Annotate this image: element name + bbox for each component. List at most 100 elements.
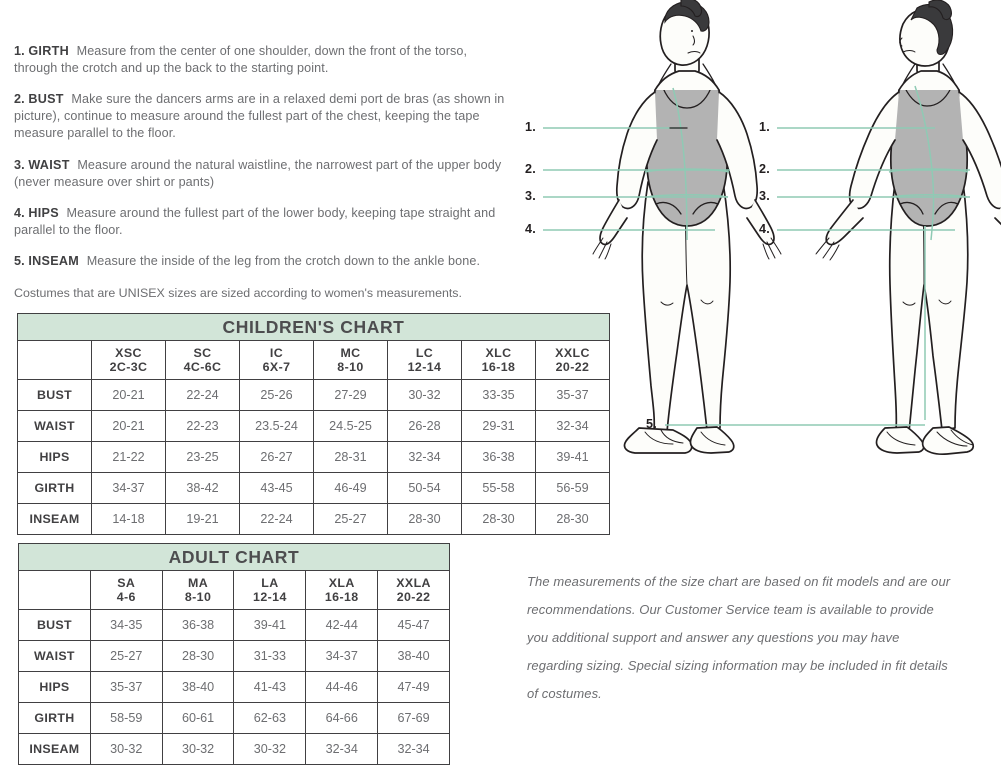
adult-cell-bust-xxla: 45-47 [377, 609, 450, 641]
children-column-header-mc: MC 8-10 [313, 340, 388, 380]
size-code: XXLA [396, 576, 431, 590]
callout-label-front-4: 4. [525, 222, 537, 236]
dancer-figures-illustration: .ol { fill:#fdfdfa; stroke:#231f20; stro… [515, 0, 1001, 470]
adult-row-header-bust: BUST [18, 609, 91, 641]
instruction-text: Measure from the center of one shoulder,… [14, 43, 468, 75]
size-age-range: 16-18 [324, 590, 359, 604]
children-cell-bust-xlc: 33-35 [461, 379, 536, 411]
adult-cell-bust-sa: 34-35 [89, 609, 163, 641]
adult-corner-cell [18, 570, 91, 610]
instruction-number: 4. [14, 206, 29, 221]
children-column-header-xlc: XLC 16-18 [461, 340, 536, 380]
adult-header-row: SA 4-6 MA 8-10 LA 12-14 XLA 16-18 XXLA 20-22 [18, 570, 450, 610]
children-row-header-bust: BUST [17, 379, 92, 411]
adult-row-header-inseam: INSEAM [18, 733, 91, 765]
children-cell-bust-lc: 30-32 [387, 379, 462, 411]
sizing-footnote: The measurements of the size chart are b… [527, 574, 951, 701]
children-cell-bust-sc: 22-24 [165, 379, 240, 411]
instruction-number: 1. [14, 43, 29, 58]
instruction-text: Make sure the dancers arms are in a rela… [14, 92, 505, 141]
size-code: MA [188, 576, 209, 590]
size-age-range: 8-10 [337, 360, 364, 374]
children-column-header-sc: SC 4C-6C [165, 340, 240, 380]
callout-label-front-2: 2. [525, 162, 537, 176]
table-row: INSEAM 30-32 30-32 30-32 32-34 32-34 [18, 733, 450, 765]
adult-cell-hips-xla: 44-46 [305, 671, 379, 703]
size-code: XSC [115, 346, 142, 360]
children-cell-hips-sc: 23-25 [165, 441, 240, 473]
adult-cell-waist-xla: 34-37 [305, 640, 379, 672]
adult-cell-girth-ma: 60-61 [161, 702, 235, 734]
adult-row-header-waist: WAIST [18, 640, 91, 672]
front-callout-lines [543, 127, 730, 231]
children-cell-bust-xsc: 20-21 [91, 379, 166, 411]
size-code: IC [269, 346, 284, 360]
size-code: XXLC [555, 346, 590, 360]
adult-cell-girth-xla: 64-66 [305, 702, 379, 734]
unisex-note: Costumes that are UNISEX sizes are sized… [14, 285, 462, 300]
callout-label-back-3: 3. [759, 189, 771, 203]
callout-label-inseam-5: 5. [646, 417, 658, 431]
size-code: LC [415, 346, 434, 360]
table-row: BUST 20-21 22-24 25-26 27-29 30-32 33-35 35-37 [17, 379, 610, 411]
adult-cell-bust-ma: 36-38 [161, 609, 235, 641]
adult-column-header-xla: XLA 16-18 [305, 570, 379, 610]
adult-cell-hips-ma: 38-40 [161, 671, 235, 703]
adult-cell-girth-sa: 58-59 [89, 702, 163, 734]
children-header-row: XSC 2C-3C SC 4C-6C IC 6X-7 MC 8-10 LC 12-14 XLC 16-… [17, 340, 610, 380]
callout-label-front-3: 3. [525, 189, 537, 203]
instruction-item-5: 5. INSEAM Measure the inside of the leg f… [14, 253, 514, 270]
adult-cell-waist-la: 31-33 [233, 640, 307, 672]
childrens-size-chart: CHILDREN'S CHART XSC 2C-3C SC 4C-6C IC 6X-7 MC 8… [17, 313, 610, 535]
adult-cell-waist-sa: 25-27 [89, 640, 163, 672]
children-cell-girth-xlc: 55-58 [461, 472, 536, 504]
adult-title: ADULT CHART [18, 543, 450, 571]
children-cell-inseam-xxlc: 28-30 [535, 503, 610, 535]
children-cell-girth-sc: 38-42 [165, 472, 240, 504]
adult-cell-inseam-xxla: 32-34 [377, 733, 450, 765]
size-age-range: 4-6 [116, 590, 136, 604]
table-row: BUST 34-35 36-38 39-41 42-44 45-47 [18, 609, 450, 641]
back-view-dancer [815, 0, 1001, 456]
children-cell-hips-xlc: 36-38 [461, 441, 536, 473]
instruction-text: Measure around the natural waistline, th… [14, 157, 502, 189]
adult-row-header-girth: GIRTH [18, 702, 91, 734]
adult-cell-waist-ma: 28-30 [161, 640, 235, 672]
children-cell-girth-xsc: 34-37 [91, 472, 166, 504]
callout-label-front-1: 1. [525, 120, 537, 134]
children-cell-girth-ic: 43-45 [239, 472, 314, 504]
adult-chart-body: ADULT CHART SA 4-6 MA 8-10 LA 12-14 XLA 16-18 XXL… [18, 543, 450, 765]
children-row-header-hips: HIPS [17, 441, 92, 473]
children-row-header-inseam: INSEAM [17, 503, 92, 535]
children-row-header-girth: GIRTH [17, 472, 92, 504]
instruction-term: WAIST [28, 157, 70, 172]
table-row: GIRTH 34-37 38-42 43-45 46-49 50-54 55-58 56-59 [17, 472, 610, 504]
children-title: CHILDREN'S CHART [17, 313, 610, 341]
adult-cell-hips-sa: 35-37 [89, 671, 163, 703]
children-cell-inseam-mc: 25-27 [313, 503, 388, 535]
children-cell-waist-sc: 22-23 [165, 410, 240, 442]
instruction-term: BUST [28, 92, 64, 106]
children-corner-cell [17, 340, 92, 380]
size-code: SC [193, 346, 212, 360]
back-callout-lines [777, 127, 970, 231]
front-view-dancer [592, 0, 782, 454]
size-age-range: 2C-3C [109, 360, 148, 374]
children-cell-waist-xsc: 20-21 [91, 410, 166, 442]
children-cell-waist-ic: 23.5-24 [239, 410, 314, 442]
size-code: SA [117, 576, 136, 590]
adult-cell-bust-xla: 42-44 [305, 609, 379, 641]
adult-cell-hips-la: 41-43 [233, 671, 307, 703]
children-cell-hips-lc: 32-34 [387, 441, 462, 473]
adult-cell-hips-xxla: 47-49 [377, 671, 450, 703]
size-age-range: 20-22 [555, 360, 590, 374]
instruction-item-3: 3. WAIST Measure around the natural waist… [14, 157, 514, 191]
measurement-instructions: 1. GIRTH Measure from the center of one s… [14, 30, 514, 314]
table-row: GIRTH 58-59 60-61 62-63 64-66 67-69 [18, 702, 450, 734]
children-cell-waist-xlc: 29-31 [461, 410, 536, 442]
size-age-range: 6X-7 [262, 360, 291, 374]
children-cell-hips-xsc: 21-22 [91, 441, 166, 473]
children-cell-hips-ic: 26-27 [239, 441, 314, 473]
children-column-header-xsc: XSC 2C-3C [91, 340, 166, 380]
children-cell-inseam-xsc: 14-18 [91, 503, 166, 535]
